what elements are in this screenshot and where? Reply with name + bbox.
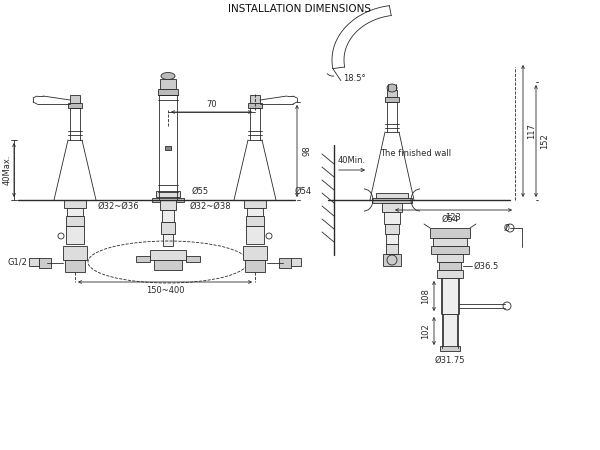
Text: 108: 108 [421, 288, 430, 304]
Bar [386, 244, 398, 254]
Text: Ø55: Ø55 [191, 187, 209, 196]
Bar [433, 238, 467, 246]
Bar [443, 314, 457, 348]
Bar [158, 89, 178, 95]
Ellipse shape [161, 72, 175, 80]
Bar [160, 79, 176, 89]
Bar [382, 203, 402, 212]
Bar [437, 270, 463, 278]
Bar [246, 226, 264, 244]
Text: Ø: Ø [504, 224, 510, 233]
Text: 123: 123 [446, 213, 461, 222]
Bar [63, 246, 87, 260]
Text: Ø36.5: Ø36.5 [474, 261, 499, 270]
Bar [246, 216, 264, 226]
Bar [29, 258, 39, 266]
Text: INSTALLATION DIMENSIONS: INSTALLATION DIMENSIONS [229, 4, 371, 14]
Bar [244, 200, 266, 208]
Bar [165, 146, 171, 150]
Bar [430, 228, 470, 238]
Text: 98: 98 [302, 146, 311, 156]
Text: 70: 70 [206, 100, 217, 109]
Bar [376, 193, 408, 198]
Text: 150~400: 150~400 [146, 286, 184, 295]
Bar [64, 200, 86, 208]
Bar [291, 258, 301, 266]
Bar [65, 260, 85, 272]
Bar [68, 103, 82, 108]
Text: G1/2: G1/2 [7, 257, 27, 266]
Bar [70, 95, 80, 103]
Bar [372, 198, 412, 203]
Ellipse shape [387, 84, 397, 92]
Text: 18.5°: 18.5° [343, 74, 365, 83]
Bar [440, 346, 460, 351]
Bar [279, 258, 291, 268]
Bar [66, 216, 84, 226]
Bar [39, 258, 51, 268]
Bar [67, 208, 83, 216]
Bar [66, 226, 84, 244]
Bar [442, 278, 458, 314]
Bar [437, 254, 463, 262]
Bar [439, 262, 461, 270]
Bar [161, 222, 175, 234]
Bar [250, 95, 260, 103]
Bar [154, 260, 182, 270]
Bar [152, 198, 184, 202]
Bar [160, 200, 176, 210]
Text: Ø54: Ø54 [442, 215, 458, 224]
Bar [163, 234, 173, 246]
Text: The finished wall: The finished wall [380, 149, 451, 158]
Bar [162, 210, 174, 222]
Text: 40Min.: 40Min. [338, 156, 366, 165]
Bar [385, 224, 399, 234]
Bar [136, 256, 150, 262]
Bar [245, 260, 265, 272]
Bar [156, 191, 180, 197]
Bar [386, 234, 398, 244]
Bar [431, 246, 469, 254]
Bar [383, 254, 401, 266]
Text: 40Max.: 40Max. [3, 155, 12, 185]
Text: Ø32~Ø38: Ø32~Ø38 [189, 202, 231, 211]
Text: 102: 102 [421, 323, 430, 339]
Bar [387, 90, 397, 97]
Bar [247, 208, 263, 216]
Text: Ø32~Ø36: Ø32~Ø36 [97, 202, 139, 211]
Text: Ø54: Ø54 [295, 187, 312, 196]
Bar [384, 212, 400, 224]
Text: Ø31.75: Ø31.75 [435, 356, 465, 365]
Bar [186, 256, 200, 262]
Bar [385, 97, 399, 102]
Bar [150, 250, 186, 260]
Text: 117: 117 [527, 123, 536, 139]
Text: 152: 152 [540, 133, 549, 149]
Bar [243, 246, 267, 260]
Bar [248, 103, 262, 108]
